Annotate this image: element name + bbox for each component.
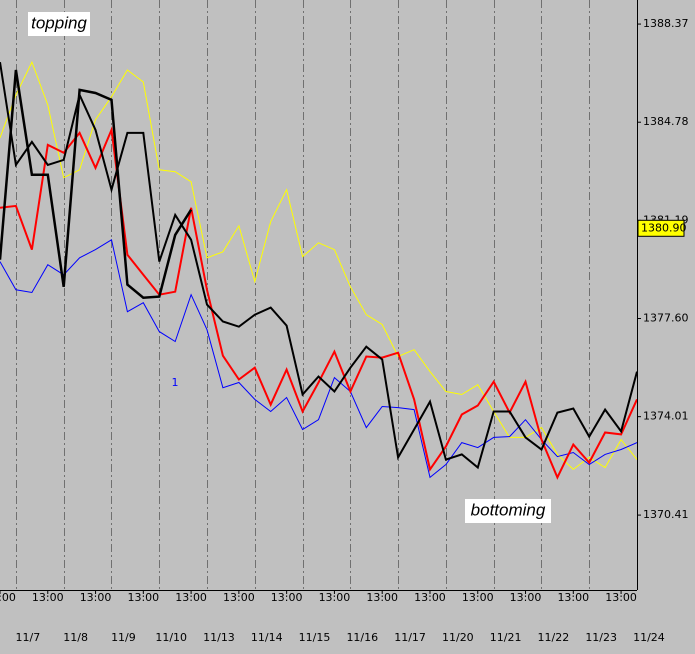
x-tick-label: 13:00 bbox=[510, 591, 542, 604]
series-line bbox=[0, 126, 637, 480]
annotation: 1 bbox=[172, 376, 179, 389]
x-tick-label: 13:00 bbox=[223, 591, 255, 604]
series-line bbox=[0, 69, 193, 299]
date-label: 11/7 bbox=[16, 631, 41, 644]
last-price-box bbox=[637, 219, 685, 237]
x-tick-label: 13:00 bbox=[319, 591, 351, 604]
series-line bbox=[0, 61, 637, 470]
x-tick-label: 13:00 bbox=[462, 591, 494, 604]
date-label: 11/14 bbox=[251, 631, 283, 644]
annotation-box bbox=[465, 499, 551, 523]
y-tick-label: 1377.60 bbox=[643, 312, 689, 325]
date-label: 11/17 bbox=[394, 631, 426, 644]
date-label: 11/24 bbox=[633, 631, 665, 644]
last-price-label: 1380.90 bbox=[641, 221, 687, 234]
x-tick-label: 13:00 bbox=[605, 591, 637, 604]
y-tick-label: 1384.78 bbox=[643, 115, 689, 128]
annotation-box bbox=[28, 12, 90, 36]
date-label: 11/21 bbox=[490, 631, 522, 644]
y-tick-label: 1388.37 bbox=[643, 17, 689, 30]
x-tick-label: 13:00 bbox=[127, 591, 159, 604]
annotation: topping bbox=[31, 13, 87, 32]
annotations: topping bottoming 1 bbox=[28, 12, 551, 523]
date-label: 11/23 bbox=[585, 631, 617, 644]
x-tick-label: 13:00 bbox=[557, 591, 589, 604]
date-label: 11/9 bbox=[111, 631, 136, 644]
annotation: bottoming bbox=[471, 500, 546, 519]
date-label: 11/20 bbox=[442, 631, 474, 644]
date-label: 11/15 bbox=[299, 631, 331, 644]
x-tick-label: 13:00 bbox=[414, 591, 446, 604]
y-tick-label: 1374.01 bbox=[643, 410, 689, 423]
x-tick-label: 13:00 bbox=[175, 591, 207, 604]
axes: 1388.371384.781381.191377.601374.011370.… bbox=[0, 17, 689, 644]
x-tick-label: 13:00 bbox=[32, 591, 64, 604]
x-tick-label: 13:00 bbox=[0, 591, 16, 604]
y-tick-label: 1370.41 bbox=[643, 508, 689, 521]
x-tick-label: 13:00 bbox=[366, 591, 398, 604]
plot bbox=[0, 60, 637, 480]
date-label: 11/16 bbox=[346, 631, 378, 644]
date-label: 11/8 bbox=[63, 631, 88, 644]
series-line bbox=[0, 60, 637, 471]
x-tick-label: 13:00 bbox=[271, 591, 303, 604]
date-label: 11/22 bbox=[538, 631, 570, 644]
date-label: 11/10 bbox=[155, 631, 187, 644]
series-line bbox=[0, 239, 637, 479]
date-label: 11/13 bbox=[203, 631, 235, 644]
x-tick-label: 13:00 bbox=[80, 591, 112, 604]
